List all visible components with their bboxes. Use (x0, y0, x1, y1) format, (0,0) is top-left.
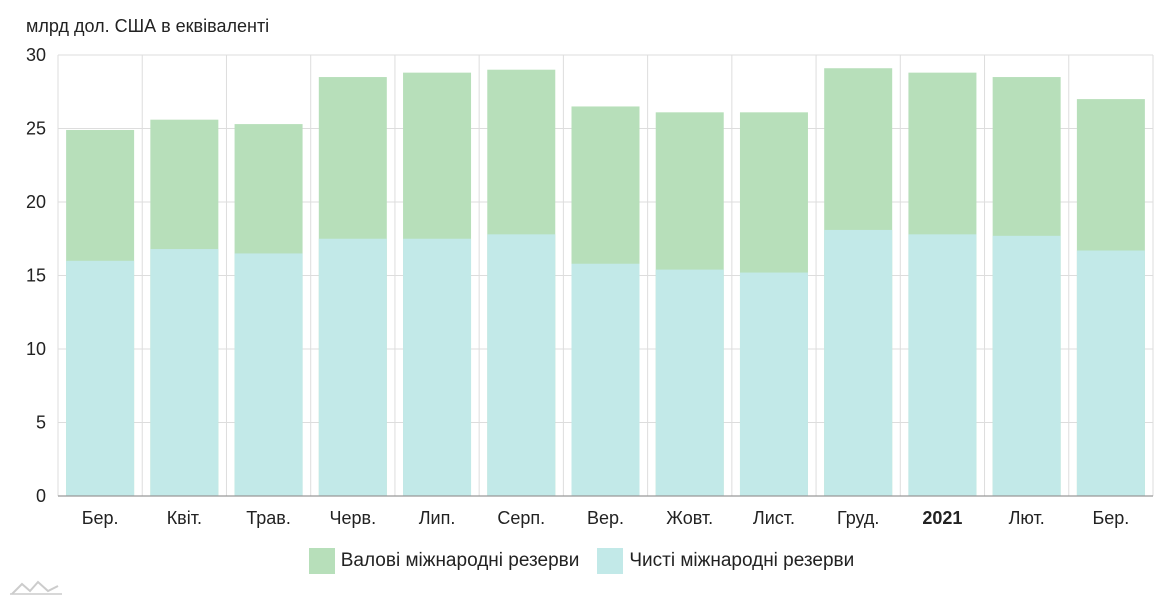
y-tick-label: 20 (26, 192, 46, 212)
bar-net-reserves[interactable] (66, 260, 135, 496)
y-tick-label: 15 (26, 266, 46, 286)
x-tick-label: Лист. (753, 508, 795, 528)
bar-net-reserves[interactable] (739, 272, 808, 496)
legend-label-gross: Валові міжнародні резерви (340, 550, 580, 571)
legend-item-net[interactable]: Чисті міжнародні резерви (597, 548, 854, 574)
bar-net-reserves[interactable] (318, 238, 387, 496)
bar-net-reserves[interactable] (403, 238, 472, 496)
x-tick-label: Жовт. (666, 508, 713, 528)
x-tick-label: Бер. (1092, 508, 1129, 528)
x-tick-label: 2021 (922, 508, 962, 528)
axes: 0 5 10 15 20 25 30 Бер. Квіт. Трав. Черв. Лип. Серп.… (26, 45, 1153, 528)
bar-net-reserves[interactable] (571, 263, 640, 496)
legend-label-net: Чисті міжнародні резерви (629, 550, 855, 571)
x-tick-label: Квіт. (167, 508, 202, 528)
x-tick-label: Лют. (1009, 508, 1045, 528)
legend: Валові міжнародні резерви Чисті міжнарод… (0, 548, 1163, 574)
y-tick-label: 5 (36, 413, 46, 433)
y-tick-label: 30 (26, 45, 46, 65)
x-tick-label: Серп. (497, 508, 545, 528)
bar-net-reserves[interactable] (234, 253, 303, 496)
legend-item-gross[interactable]: Валові міжнародні резерви (308, 548, 580, 574)
x-tick-label: Вер. (587, 508, 624, 528)
bars (66, 68, 1145, 497)
x-tick-label: Лип. (419, 508, 456, 528)
x-tick-label: Груд. (837, 508, 879, 528)
x-tick-label: Бер. (82, 508, 119, 528)
bar-net-reserves[interactable] (908, 234, 977, 496)
bar-net-reserves[interactable] (992, 235, 1061, 496)
bar-net-reserves[interactable] (1076, 250, 1145, 496)
bar-net-reserves[interactable] (824, 229, 893, 496)
legend-swatch-gross (308, 548, 335, 574)
y-tick-label: 25 (26, 119, 46, 139)
bar-net-reserves[interactable] (655, 269, 724, 496)
y-tick-label: 10 (26, 339, 46, 359)
y-axis-unit-label: млрд дол. США в еквіваленті (26, 16, 270, 36)
logo-icon (10, 580, 62, 595)
legend-swatch-net (597, 548, 624, 574)
y-tick-label: 0 (36, 486, 46, 506)
bar-net-reserves[interactable] (150, 249, 219, 496)
x-tick-label: Черв. (330, 508, 377, 528)
x-tick-label: Трав. (246, 508, 291, 528)
bar-net-reserves[interactable] (487, 234, 556, 496)
